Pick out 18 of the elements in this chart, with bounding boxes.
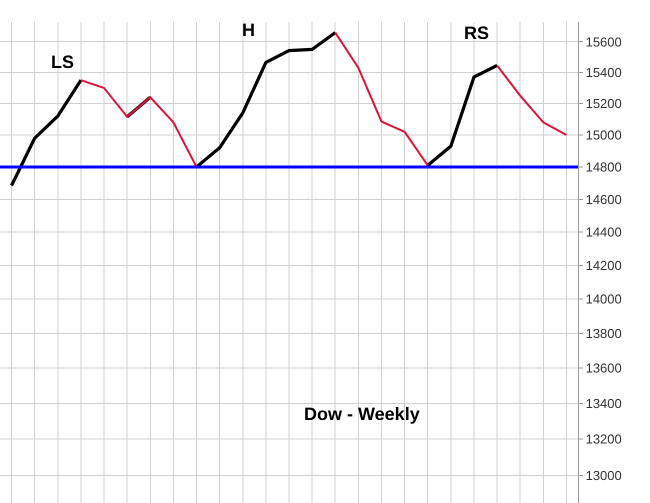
y-tick-label: 13200 <box>586 432 622 447</box>
annotation: LS <box>51 52 74 72</box>
y-tick-label: 14000 <box>586 292 622 307</box>
y-tick-label: 15200 <box>586 96 622 112</box>
y-tick-label: 15400 <box>586 64 622 80</box>
annotation: Dow - Weekly <box>304 404 420 424</box>
y-tick-label: 14800 <box>586 160 622 174</box>
y-tick-label: 14200 <box>586 258 622 273</box>
y-tick-label: 14400 <box>586 224 622 240</box>
y-tick-label: 14600 <box>586 192 622 207</box>
y-tick-label: 13000 <box>586 468 622 483</box>
y-tick-label: 13800 <box>586 326 622 341</box>
y-tick-label: 13600 <box>586 360 622 376</box>
annotation: H <box>242 20 255 40</box>
y-tick-label: 13400 <box>586 396 622 411</box>
annotation: RS <box>464 23 490 43</box>
y-tick-label: 15600 <box>586 34 622 50</box>
y-tick-label: 15000 <box>586 128 622 143</box>
